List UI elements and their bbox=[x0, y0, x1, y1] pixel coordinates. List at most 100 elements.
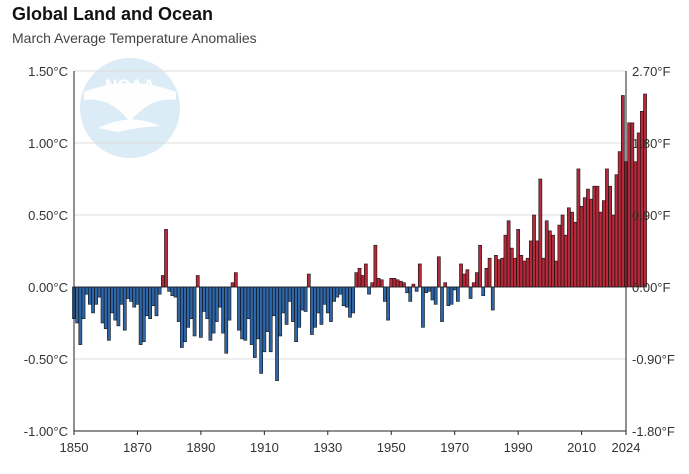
chart-subtitle: March Average Temperature Anomalies bbox=[12, 30, 257, 46]
bar-2007 bbox=[570, 211, 574, 288]
bar-1857 bbox=[94, 286, 99, 305]
bar-1910 bbox=[262, 286, 267, 353]
bar-1916 bbox=[281, 286, 286, 314]
bar-1923 bbox=[303, 286, 308, 312]
x-tick-label: 1870 bbox=[123, 440, 152, 455]
bar-1943 bbox=[367, 286, 371, 295]
bar-2003 bbox=[557, 224, 562, 288]
bar-1978 bbox=[478, 244, 482, 288]
bar-2021 bbox=[614, 174, 619, 288]
bar-1861 bbox=[107, 286, 111, 341]
bar-1889 bbox=[195, 275, 200, 288]
bar-1880 bbox=[167, 286, 172, 292]
bar-1883 bbox=[176, 286, 181, 322]
bar-1968 bbox=[446, 286, 451, 307]
bar-2020 bbox=[611, 214, 616, 288]
bar-1966 bbox=[440, 286, 444, 322]
bar-1854 bbox=[84, 286, 89, 295]
bar-1972 bbox=[459, 263, 463, 288]
bar-1971 bbox=[456, 286, 460, 302]
bar-2025 bbox=[627, 122, 632, 288]
bar-1999 bbox=[544, 220, 549, 288]
bar-1878 bbox=[160, 275, 165, 288]
bar-1892 bbox=[205, 286, 210, 319]
bar-1852 bbox=[78, 286, 83, 345]
bar-1913 bbox=[272, 286, 276, 317]
bar-1973 bbox=[462, 273, 467, 288]
bar-1995 bbox=[532, 214, 536, 288]
bar-1902 bbox=[237, 286, 241, 331]
bar-1956 bbox=[408, 286, 413, 302]
bar-2010 bbox=[579, 206, 584, 288]
bar-1977 bbox=[475, 272, 479, 288]
bar-1970 bbox=[452, 286, 457, 291]
bar-1994 bbox=[528, 240, 533, 288]
bar-1946 bbox=[376, 278, 381, 288]
bar-1941 bbox=[360, 275, 365, 288]
bar-1876 bbox=[154, 286, 159, 317]
bar-2005 bbox=[563, 234, 568, 288]
bar-1903 bbox=[240, 286, 244, 340]
bar-1988 bbox=[509, 247, 514, 288]
y-tick-label-left: 1.50°C bbox=[28, 64, 68, 79]
bar-1875 bbox=[151, 286, 156, 307]
bar-1864 bbox=[116, 286, 121, 327]
bar-1982 bbox=[490, 286, 495, 311]
bar-1914 bbox=[275, 286, 279, 381]
y-tick-label-right: 0.90°F bbox=[632, 208, 671, 223]
bar-1896 bbox=[218, 286, 222, 308]
bar-1925 bbox=[310, 286, 314, 335]
bar-1954 bbox=[402, 282, 406, 288]
bar-1933 bbox=[335, 286, 340, 298]
bar-1958 bbox=[414, 286, 419, 292]
bar-1950 bbox=[389, 278, 394, 288]
bar-2004 bbox=[560, 214, 565, 288]
bar-1934 bbox=[338, 286, 343, 295]
bar-1868 bbox=[129, 286, 133, 302]
bar-1856 bbox=[91, 286, 95, 314]
bar-1944 bbox=[370, 282, 375, 288]
bar-1865 bbox=[119, 286, 124, 305]
bar-1870 bbox=[135, 286, 140, 305]
bar-1953 bbox=[398, 280, 403, 288]
noaa-logo: NOAA bbox=[80, 58, 180, 158]
bar-1859 bbox=[100, 286, 105, 324]
bar-1851 bbox=[75, 286, 80, 324]
bar-1898 bbox=[224, 286, 229, 354]
bar-1872 bbox=[141, 286, 146, 343]
bar-1951 bbox=[392, 278, 397, 288]
bar-1935 bbox=[341, 286, 346, 307]
bar-1899 bbox=[227, 286, 232, 321]
bar-2002 bbox=[554, 260, 559, 288]
bar-2011 bbox=[582, 197, 587, 288]
bar-1860 bbox=[103, 286, 108, 330]
bar-1897 bbox=[221, 286, 225, 334]
y-tick-label-left: 1.00°C bbox=[28, 136, 68, 151]
bar-1969 bbox=[449, 286, 454, 305]
bar-1921 bbox=[297, 286, 302, 328]
bar-1981 bbox=[487, 257, 492, 288]
bar-1929 bbox=[322, 286, 327, 305]
bar-1960 bbox=[421, 286, 425, 328]
bar-2016 bbox=[598, 211, 603, 288]
x-tick-label: 2024 bbox=[612, 440, 641, 455]
bar-1987 bbox=[506, 220, 511, 288]
bar-1911 bbox=[265, 286, 270, 332]
bar-1937 bbox=[348, 286, 352, 318]
bar-1912 bbox=[268, 286, 273, 353]
bar-2019 bbox=[608, 185, 612, 288]
bar-1891 bbox=[202, 286, 206, 312]
noaa-logo-text: NOAA bbox=[105, 76, 155, 95]
bar-2015 bbox=[595, 185, 600, 288]
bar-2030 bbox=[643, 93, 647, 288]
bar-1991 bbox=[519, 255, 524, 288]
x-tick-label: 1850 bbox=[60, 440, 89, 455]
bar-1983 bbox=[494, 255, 498, 288]
bar-1877 bbox=[157, 286, 162, 295]
bar-1900 bbox=[230, 282, 235, 288]
bar-2008 bbox=[573, 221, 578, 288]
bar-1985 bbox=[500, 257, 505, 288]
bar-1961 bbox=[424, 286, 428, 294]
bar-1890 bbox=[199, 286, 203, 338]
y-tick-label-left: 0.50°C bbox=[28, 208, 68, 223]
